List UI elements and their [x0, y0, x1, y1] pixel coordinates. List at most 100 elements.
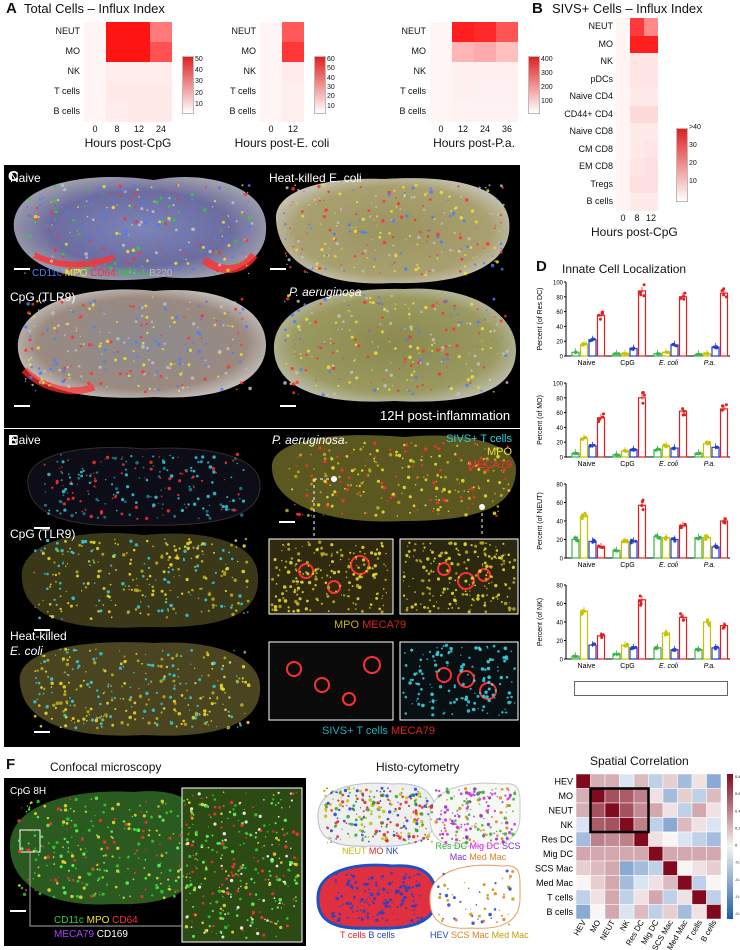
speckle-dot [349, 311, 351, 313]
speckle-dot [488, 565, 491, 568]
speckle-dot [280, 907, 283, 909]
speckle-dot [472, 502, 474, 505]
speckle-dot [191, 715, 196, 720]
speckle-dot [388, 905, 391, 908]
speckle-dot [187, 801, 191, 804]
speckle-dot [126, 485, 130, 489]
speckle-dot [190, 649, 194, 652]
speckle-dot [86, 710, 90, 714]
correlation-cell [604, 904, 620, 920]
speckle-dot [306, 271, 309, 274]
speckle-dot [313, 552, 316, 554]
speckle-dot [222, 903, 226, 908]
speckle-dot [436, 447, 439, 450]
speckle-dot [360, 829, 364, 833]
speckle-dot [200, 337, 203, 339]
speckle-dot [273, 558, 277, 561]
speckle-dot [104, 479, 107, 481]
speckle-dot [433, 508, 435, 510]
speckle-dot [194, 914, 197, 916]
f-scalebar [10, 910, 26, 912]
speckle-dot [328, 836, 331, 839]
speckle-dot [315, 548, 319, 552]
heatmap-cell [84, 22, 106, 42]
speckle-dot [341, 248, 343, 250]
speckle-dot [236, 726, 239, 728]
speckle-dot [178, 362, 182, 366]
heatmap-cell [644, 88, 658, 106]
speckle-dot [470, 209, 475, 213]
speckle-dot [207, 461, 210, 464]
speckle-dot [423, 193, 427, 197]
speckle-dot [171, 664, 175, 668]
speckle-dot [145, 539, 149, 543]
speckle-dot [108, 331, 111, 334]
speckle-dot [115, 569, 118, 571]
speckle-dot [99, 652, 103, 656]
heatmap-row-label: T cells [230, 86, 256, 96]
speckle-dot [342, 819, 346, 823]
data-point [592, 443, 596, 447]
speckle-dot [460, 823, 463, 826]
speckle-dot [286, 334, 290, 337]
speckle-dot [249, 833, 253, 837]
speckle-dot [469, 827, 472, 831]
speckle-dot [147, 272, 151, 276]
speckle-dot [343, 300, 345, 302]
heatmap-cell [128, 42, 150, 62]
colorbar [182, 56, 194, 114]
speckle-dot [320, 247, 324, 252]
speckle-dot [356, 565, 358, 567]
speckle-dot [375, 918, 379, 922]
speckle-dot [141, 314, 144, 317]
speckle-dot [122, 463, 125, 466]
speckle-dot [364, 901, 366, 904]
speckle-dot [488, 212, 490, 215]
speckle-dot [62, 272, 65, 275]
speckle-dot [159, 664, 163, 668]
speckle-dot [418, 665, 421, 668]
speckle-dot [349, 230, 352, 233]
speckle-dot [336, 817, 339, 819]
speckle-dot [436, 501, 440, 505]
speckle-dot [155, 717, 159, 720]
speckle-dot [354, 226, 357, 228]
speckle-dot [383, 383, 388, 388]
speckle-dot [28, 338, 32, 342]
speckle-dot [348, 791, 351, 794]
speckle-dot [173, 684, 176, 687]
speckle-dot [245, 936, 248, 939]
speckle-dot [76, 483, 79, 486]
speckle-dot [420, 813, 422, 815]
speckle-dot [336, 551, 339, 554]
speckle-dot [510, 695, 513, 699]
speckle-dot [411, 678, 414, 682]
speckle-dot [37, 216, 40, 218]
speckle-dot [163, 675, 166, 678]
speckle-dot [507, 489, 511, 492]
speckle-dot [185, 838, 189, 842]
speckle-dot [190, 193, 194, 197]
speckle-dot [63, 334, 66, 337]
speckle-dot [428, 650, 432, 653]
speckle-dot [114, 542, 117, 545]
speckle-dot [361, 217, 365, 221]
speckle-dot [195, 852, 198, 855]
speckle-dot [502, 917, 506, 922]
speckle-dot [392, 244, 395, 247]
speckle-dot [300, 580, 304, 584]
speckle-dot [449, 701, 452, 705]
speckle-dot [429, 498, 432, 501]
speckle-dot [63, 692, 67, 697]
speckle-dot [348, 558, 350, 560]
speckle-dot [61, 252, 65, 256]
speckle-dot [119, 871, 121, 874]
speckle-dot [268, 870, 271, 873]
speckle-dot [230, 871, 233, 874]
speckle-dot [499, 250, 503, 254]
speckle-dot [33, 714, 37, 718]
speckle-dot [221, 505, 225, 509]
speckle-dot [439, 468, 442, 472]
f-histo-images [316, 782, 521, 930]
corr-col-label: NEUT [598, 918, 617, 941]
